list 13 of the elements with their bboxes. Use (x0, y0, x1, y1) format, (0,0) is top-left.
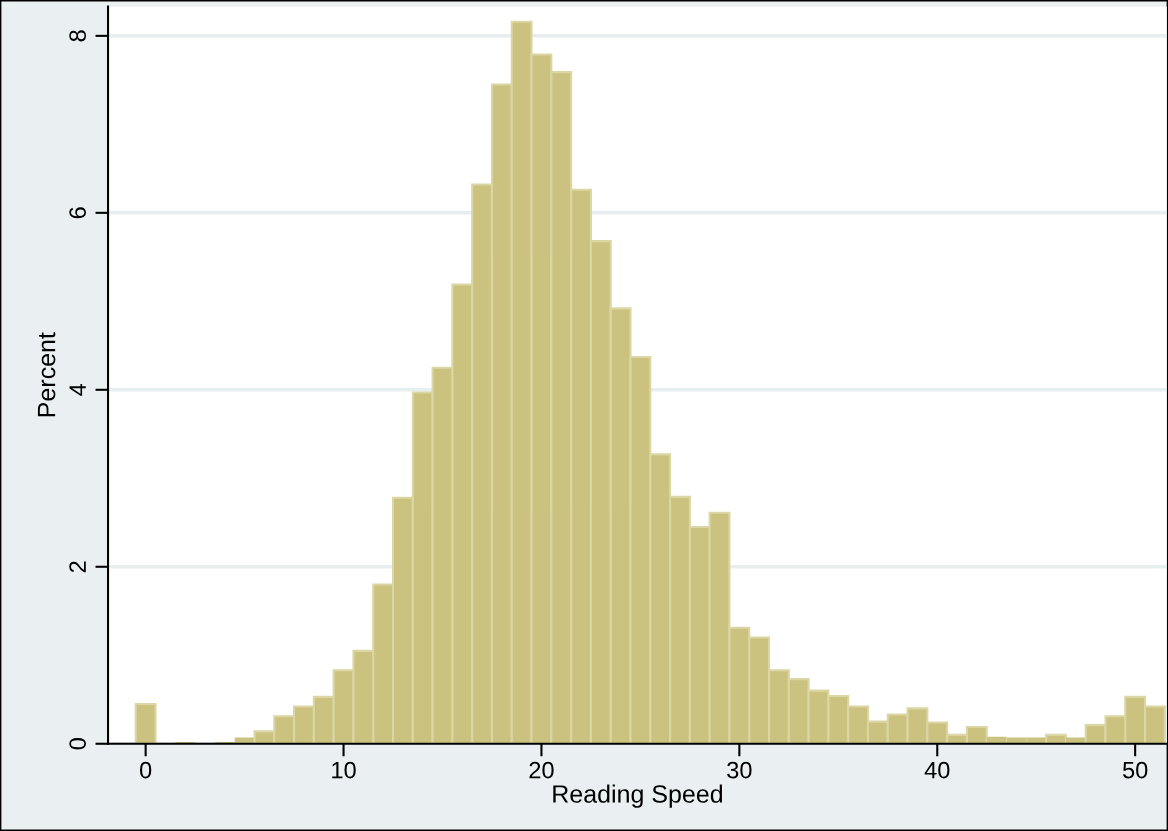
y-tick-label: 6 (69, 207, 87, 219)
x-tick-label: 40 (924, 761, 950, 779)
x-axis-title: Reading Speed (553, 784, 723, 808)
y-tick-label: 8 (69, 30, 87, 42)
y-tick-label: 2 (69, 561, 86, 573)
x-tick-label: 10 (332, 761, 356, 779)
y-tick-label: 4 (69, 383, 86, 396)
x-tick-label: 30 (727, 761, 752, 779)
x-tick-label: 0 (140, 761, 152, 779)
x-tick-label: 20 (529, 761, 554, 779)
y-tick-label: 0 (69, 738, 87, 750)
x-tick-label: 50 (1122, 761, 1148, 779)
y-axis-title: Percent (37, 332, 56, 417)
